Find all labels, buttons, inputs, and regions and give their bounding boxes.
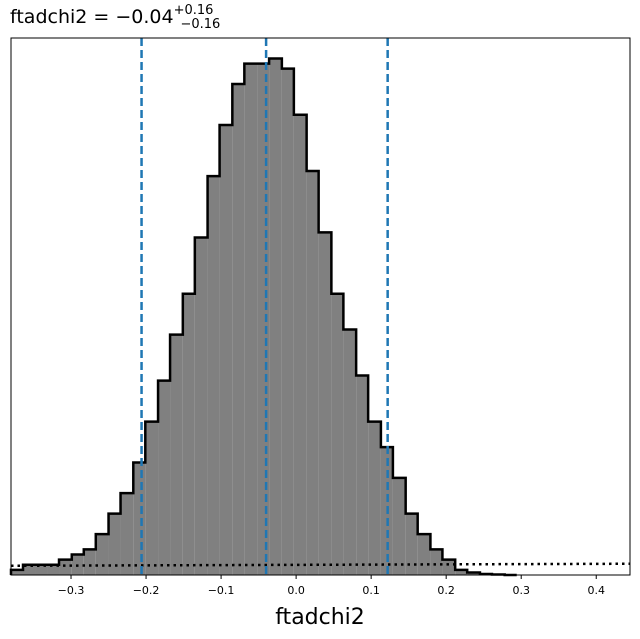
x-tick-label: 0.3 (512, 584, 530, 597)
x-tick-label: −0.3 (58, 584, 85, 597)
x-axis-label: ftadchi2 (275, 605, 365, 630)
chart-title: ftadchi2 = −0.04+0.16 −0.16 (10, 3, 220, 32)
x-tick-label: 0.4 (587, 584, 605, 597)
hist-bar (442, 559, 456, 575)
hist-bar (392, 477, 406, 575)
histogram (9, 57, 517, 577)
hist-bar (417, 534, 431, 575)
hist-bar (232, 84, 245, 576)
hist-bar (194, 237, 208, 575)
hist-outline (9, 57, 517, 577)
hist-bar (281, 68, 294, 575)
prior-curve (10, 562, 631, 568)
hist-bar (47, 564, 60, 575)
hist-bar (133, 462, 146, 575)
hist-bar (293, 114, 307, 575)
hist-bar (120, 493, 134, 575)
title-upper: +0.16 (174, 3, 214, 18)
title-median: −0.04 (115, 6, 173, 28)
hist-bar (95, 534, 109, 575)
hist-bar (83, 549, 96, 575)
hist-bar (467, 572, 480, 575)
x-tick-label: 0.1 (362, 584, 380, 597)
hist-bar (182, 293, 195, 575)
hist-bar (269, 58, 282, 575)
title-param: ftadchi2 (10, 6, 87, 28)
x-tick-label: −0.1 (208, 584, 235, 597)
hist-bar (430, 549, 443, 575)
hist-bar (207, 176, 220, 576)
hist-bar (11, 569, 24, 575)
x-tick-label: 0.0 (287, 584, 305, 597)
hist-bar (368, 421, 381, 575)
prior-line (10, 562, 631, 568)
x-tick-label: 0.2 (437, 584, 455, 597)
hist-bar (343, 329, 357, 575)
plot-frame (10, 37, 631, 576)
x-tick-label: −0.2 (133, 584, 160, 597)
hist-bar (108, 513, 121, 575)
hist-bar (145, 421, 159, 575)
hist-bar (35, 564, 48, 575)
hist-bar (318, 232, 332, 576)
hist-bar (59, 559, 72, 575)
title-equals: = (87, 6, 115, 28)
hist-bar (331, 293, 344, 575)
hist-bar (158, 380, 171, 575)
hist-bar (405, 513, 418, 575)
quantile-lines (140, 38, 389, 575)
x-axis-ticks: −0.3 −0.2 −0.1 0.0 0.1 0.2 0.3 0.4 (58, 575, 605, 597)
hist-bar (23, 564, 36, 575)
title-lower: −0.16 (180, 17, 220, 32)
hist-bar (244, 63, 258, 575)
hist-bar (455, 569, 468, 575)
hist-bar (219, 124, 233, 575)
hist-bar (306, 170, 319, 575)
hist-bar (170, 334, 183, 575)
hist-bar (356, 375, 369, 575)
